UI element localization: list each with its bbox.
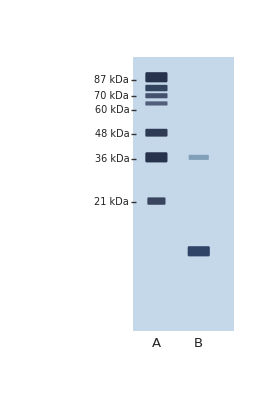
FancyBboxPatch shape	[147, 197, 165, 205]
Text: 87 kDa: 87 kDa	[94, 75, 129, 85]
FancyBboxPatch shape	[145, 85, 167, 91]
FancyBboxPatch shape	[145, 72, 167, 82]
FancyBboxPatch shape	[145, 129, 167, 137]
FancyBboxPatch shape	[145, 93, 167, 98]
Text: 48 kDa: 48 kDa	[95, 129, 129, 139]
FancyBboxPatch shape	[145, 101, 167, 106]
Text: 36 kDa: 36 kDa	[95, 154, 129, 164]
FancyBboxPatch shape	[188, 246, 210, 256]
Text: A: A	[152, 337, 161, 350]
FancyBboxPatch shape	[189, 155, 209, 160]
Bar	[133, 57, 234, 331]
Text: 21 kDa: 21 kDa	[94, 197, 129, 207]
Text: 70 kDa: 70 kDa	[94, 91, 129, 101]
Text: 60 kDa: 60 kDa	[95, 105, 129, 115]
Text: B: B	[194, 337, 203, 350]
FancyBboxPatch shape	[145, 152, 167, 162]
